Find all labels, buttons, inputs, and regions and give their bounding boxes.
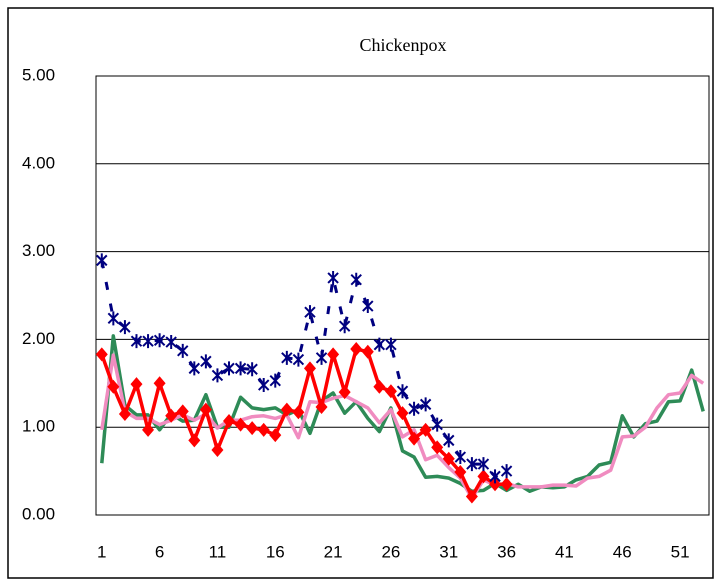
asterisk-marker [130, 334, 143, 349]
asterisk-marker [96, 253, 108, 268]
asterisk-marker [269, 373, 281, 388]
x-tick-label: 21 [324, 542, 343, 561]
asterisk-marker [165, 335, 177, 350]
diamond-marker [188, 433, 201, 448]
asterisk-marker [500, 464, 513, 479]
diamond-marker [303, 361, 316, 376]
x-tick-label: 36 [497, 542, 516, 561]
asterisk-marker [258, 378, 270, 393]
asterisk-marker [211, 368, 224, 383]
asterisk-marker [362, 299, 374, 314]
diamond-marker [384, 384, 397, 399]
diamond-marker [257, 422, 270, 437]
x-tick-label: 46 [613, 542, 632, 561]
diamond-marker [477, 469, 490, 484]
diamond-marker [165, 408, 178, 423]
diamond-marker [361, 344, 374, 359]
diamond-marker [500, 477, 513, 492]
chart-title: Chickenpox [360, 35, 447, 55]
diamond-marker [211, 443, 224, 458]
asterisk-marker [177, 343, 189, 358]
asterisk-marker [315, 350, 328, 365]
asterisk-marker [327, 270, 339, 285]
diamond-marker [130, 377, 143, 392]
asterisk-marker [454, 450, 467, 465]
diamond-marker [454, 464, 467, 479]
diamond-marker [431, 440, 444, 455]
asterisk-marker [385, 337, 397, 352]
y-tick-label: 2.00 [22, 329, 55, 348]
asterisk-marker [489, 469, 501, 484]
asterisk-marker [292, 352, 305, 367]
x-tick-label: 11 [209, 542, 227, 561]
x-tick-label: 51 [671, 542, 690, 561]
diamond-marker [292, 405, 305, 420]
asterisk-marker [396, 384, 409, 399]
diamond-marker [419, 422, 432, 437]
series-line [100, 334, 705, 494]
asterisk-marker [234, 361, 247, 376]
x-tick-label: 26 [381, 542, 400, 561]
asterisk-marker [373, 337, 386, 352]
y-tick-label: 1.00 [22, 417, 55, 436]
asterisk-marker [246, 362, 258, 377]
diamond-marker [373, 379, 386, 394]
asterisk-marker [350, 272, 362, 287]
y-tick-label: 0.00 [22, 504, 55, 523]
diamond-marker [223, 414, 236, 429]
asterisk-marker [153, 333, 166, 348]
x-tick-label: 31 [439, 542, 458, 561]
diamond-marker [234, 417, 247, 432]
asterisk-marker [119, 320, 131, 335]
asterisk-marker [107, 311, 120, 326]
diamond-marker [107, 379, 120, 394]
chart-frame [7, 7, 714, 579]
diamond-marker [396, 406, 409, 421]
diamond-marker [269, 428, 282, 443]
asterisk-marker [338, 319, 351, 334]
asterisk-marker [408, 401, 420, 416]
asterisk-marker [466, 457, 478, 472]
diamond-marker [327, 347, 340, 362]
x-tick-label: 16 [266, 542, 285, 561]
asterisk-marker [477, 457, 490, 472]
asterisk-marker [223, 361, 235, 376]
x-tick-label: 6 [155, 542, 164, 561]
diamond-marker [338, 385, 351, 400]
x-tick-label: 41 [555, 542, 574, 561]
diamond-marker [153, 376, 166, 391]
diamond-marker [350, 342, 363, 357]
diamond-marker [280, 402, 293, 417]
diamond-marker [442, 451, 455, 466]
plot-area [95, 75, 710, 516]
diamond-marker [315, 400, 328, 415]
diamond-marker [95, 347, 108, 362]
asterisk-marker [419, 397, 432, 412]
asterisk-marker [200, 354, 212, 369]
diamond-marker [142, 422, 155, 437]
diamond-marker [408, 431, 421, 446]
diamond-marker [199, 402, 212, 417]
x-tick-label: 1 [97, 542, 106, 561]
diamond-marker [465, 489, 478, 504]
diamond-marker [176, 404, 189, 419]
diamond-marker [118, 407, 131, 422]
asterisk-marker [304, 305, 316, 320]
y-tick-label: 5.00 [22, 65, 55, 84]
asterisk-marker [142, 334, 154, 349]
asterisk-marker [431, 417, 443, 432]
asterisk-marker [281, 350, 293, 365]
diamond-marker [246, 421, 259, 436]
y-tick-label: 4.00 [22, 153, 55, 172]
asterisk-marker [443, 433, 455, 448]
asterisk-marker [188, 361, 201, 376]
y-tick-label: 3.00 [22, 241, 55, 260]
